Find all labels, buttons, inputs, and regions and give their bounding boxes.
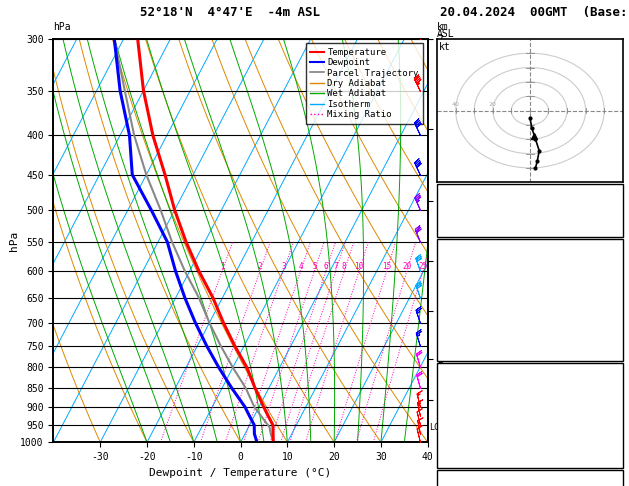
Text: 26: 26 <box>606 330 619 340</box>
Legend: Temperature, Dewpoint, Parcel Trajectory, Dry Adiabat, Wet Adiabat, Isotherm, Mi: Temperature, Dewpoint, Parcel Trajectory… <box>306 43 423 123</box>
Text: Lifted Index: Lifted Index <box>441 312 516 322</box>
Text: 15: 15 <box>382 262 391 271</box>
Text: Surface: Surface <box>508 243 552 252</box>
Text: 12: 12 <box>606 188 619 198</box>
Text: CIN (J): CIN (J) <box>441 454 485 464</box>
Text: 292: 292 <box>600 402 619 412</box>
Text: hPa: hPa <box>53 21 71 32</box>
Text: 40: 40 <box>452 102 460 107</box>
Text: 5: 5 <box>312 262 316 271</box>
Text: Pressure (mb): Pressure (mb) <box>441 384 522 394</box>
Text: 3: 3 <box>281 262 286 271</box>
Text: 48: 48 <box>606 206 619 215</box>
Text: ASL: ASL <box>437 29 455 39</box>
Text: CIN (J): CIN (J) <box>441 347 485 357</box>
Text: 10: 10 <box>354 262 364 271</box>
Text: 3.5: 3.5 <box>600 278 619 287</box>
Text: θₑ(K): θₑ(K) <box>441 295 472 305</box>
Text: 750: 750 <box>600 384 619 394</box>
Text: LCL: LCL <box>430 423 445 432</box>
Text: km: km <box>437 21 449 32</box>
Text: 52°18'N  4°47'E  -4m ASL: 52°18'N 4°47'E -4m ASL <box>140 6 320 19</box>
Text: K: K <box>441 188 447 198</box>
Text: © weatheronline.co.uk: © weatheronline.co.uk <box>474 445 586 454</box>
X-axis label: Dewpoint / Temperature (°C): Dewpoint / Temperature (°C) <box>150 468 331 478</box>
Text: 8: 8 <box>342 262 347 271</box>
Y-axis label: Mixing Ratio (g/kg): Mixing Ratio (g/kg) <box>447 185 457 296</box>
Text: 2: 2 <box>258 262 262 271</box>
Text: CAPE (J): CAPE (J) <box>441 437 491 447</box>
Text: Dewp (°C): Dewp (°C) <box>441 278 497 287</box>
Text: 20: 20 <box>402 262 411 271</box>
Text: 292: 292 <box>600 295 619 305</box>
Text: 0: 0 <box>613 454 619 464</box>
Text: 0: 0 <box>613 437 619 447</box>
Text: θₑ (K): θₑ (K) <box>441 402 479 412</box>
Text: kt: kt <box>439 42 451 52</box>
Text: 20.04.2024  00GMT  (Base: 06): 20.04.2024 00GMT (Base: 06) <box>440 6 629 19</box>
Text: 1: 1 <box>613 347 619 357</box>
Text: 25: 25 <box>418 262 428 271</box>
Text: Most Unstable: Most Unstable <box>489 367 571 377</box>
Text: Lifted Index: Lifted Index <box>441 419 516 429</box>
Text: 1: 1 <box>220 262 225 271</box>
Y-axis label: hPa: hPa <box>9 230 19 251</box>
Text: 7: 7 <box>333 262 338 271</box>
Text: 7: 7 <box>613 260 619 270</box>
Text: 20: 20 <box>489 102 497 107</box>
Text: 6: 6 <box>323 262 328 271</box>
Text: 4: 4 <box>298 262 303 271</box>
Text: 1.08: 1.08 <box>594 223 619 233</box>
Text: PW (cm): PW (cm) <box>441 223 485 233</box>
Text: Temp (°C): Temp (°C) <box>441 260 497 270</box>
Text: 5: 5 <box>613 419 619 429</box>
Text: Totals Totals: Totals Totals <box>441 206 522 215</box>
Text: 6: 6 <box>613 312 619 322</box>
Text: Hodograph: Hodograph <box>502 474 558 484</box>
Text: CAPE (J): CAPE (J) <box>441 330 491 340</box>
